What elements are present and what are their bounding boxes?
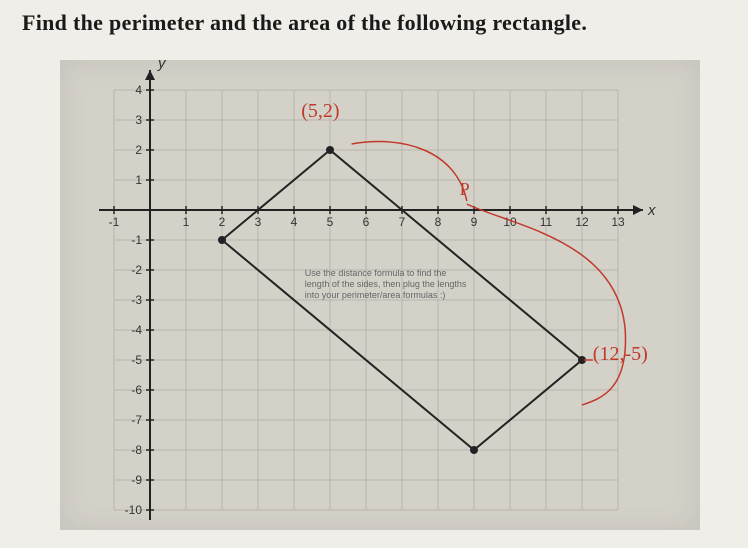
y-tick-label: -8 xyxy=(131,443,142,457)
hint-line: length of the sides, then plug the lengt… xyxy=(305,279,467,289)
vertex-point xyxy=(470,446,478,454)
annotation-text: P xyxy=(460,179,470,199)
y-tick-label: 4 xyxy=(135,83,142,97)
x-tick-label: 5 xyxy=(327,215,334,229)
x-axis-label: x xyxy=(647,202,656,219)
x-tick-label: 2 xyxy=(219,215,226,229)
x-tick-label: 3 xyxy=(255,215,262,229)
graph-svg: -1123456789101112134321-1-2-3-4-5-6-7-8-… xyxy=(60,60,700,530)
y-tick-label: -1 xyxy=(131,233,142,247)
x-tick-label: 8 xyxy=(435,215,442,229)
y-tick-label: -7 xyxy=(131,413,142,427)
x-tick-label: 4 xyxy=(291,215,298,229)
x-tick-label: 7 xyxy=(399,215,406,229)
x-tick-label: 6 xyxy=(363,215,370,229)
y-tick-label: -5 xyxy=(131,353,142,367)
vertex-point xyxy=(218,236,226,244)
y-tick-label: 2 xyxy=(135,143,142,157)
x-tick-label: 12 xyxy=(575,215,589,229)
x-tick-label: 11 xyxy=(540,215,553,229)
x-tick-label: -1 xyxy=(109,215,120,229)
hint-line: Use the distance formula to find the xyxy=(305,268,447,278)
coordinate-graph: -1123456789101112134321-1-2-3-4-5-6-7-8-… xyxy=(60,60,700,530)
y-tick-label: 3 xyxy=(135,113,142,127)
question-text: Find the perimeter and the area of the f… xyxy=(22,10,587,36)
vertex-point xyxy=(326,146,334,154)
y-tick-label: 1 xyxy=(135,173,142,187)
annotation-text: (5,2) xyxy=(301,100,339,122)
y-axis-label: y xyxy=(157,60,167,72)
annotation-text: (12,-5) xyxy=(593,343,648,365)
x-tick-label: 1 xyxy=(183,215,190,229)
y-tick-label: -3 xyxy=(131,293,142,307)
x-tick-label: 13 xyxy=(611,215,625,229)
y-tick-label: -9 xyxy=(131,473,142,487)
y-tick-label: -4 xyxy=(131,323,142,337)
y-tick-label: -6 xyxy=(131,383,142,397)
x-tick-label: 9 xyxy=(471,215,478,229)
y-tick-label: -2 xyxy=(131,263,142,277)
hint-line: into your perimeter/area formulas :) xyxy=(305,290,446,300)
y-tick-label: -10 xyxy=(125,503,143,517)
